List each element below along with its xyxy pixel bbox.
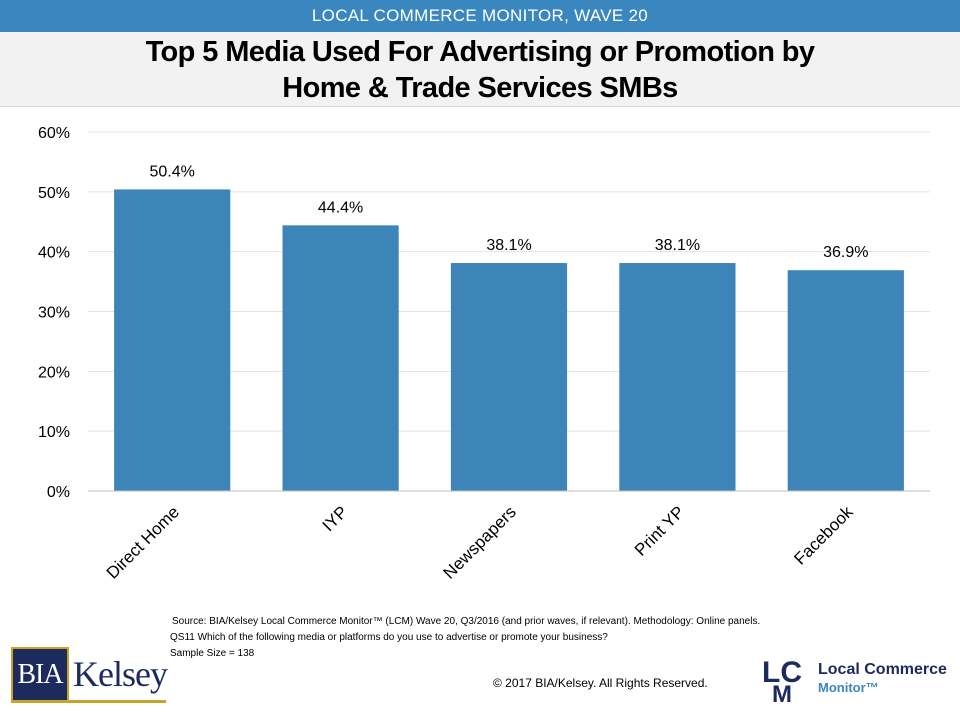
top-banner: LOCAL COMMERCE MONITOR, WAVE 20 — [0, 0, 960, 32]
copyright-text: © 2017 BIA/Kelsey. All Rights Reserved. — [493, 676, 708, 690]
bia-kelsey-logo: BIA Kelsey — [11, 647, 168, 703]
y-tick-label: 60% — [38, 125, 70, 142]
x-tick-label: IYP — [319, 502, 352, 535]
data-label: 50.4% — [150, 163, 195, 180]
data-label: 44.4% — [318, 199, 363, 216]
data-label: 38.1% — [486, 237, 531, 254]
chart-title: Top 5 Media Used For Advertising or Prom… — [0, 32, 960, 106]
data-label: 38.1% — [655, 237, 700, 254]
bars — [114, 189, 904, 491]
bar-iyp — [282, 225, 399, 491]
kelsey-wordmark: Kelsey — [73, 654, 168, 694]
data-labels: 50.4% 44.4% 38.1% 38.1% 36.9% — [150, 163, 869, 261]
y-tick-label: 40% — [38, 245, 70, 262]
x-tick-label: Facebook — [790, 502, 857, 569]
chart-title-line-2: Home & Trade Services SMBs — [282, 72, 678, 104]
title-area: Top 5 Media Used For Advertising or Prom… — [0, 32, 960, 107]
source-notes: Source: BIA/Kelsey Local Commerce Monito… — [160, 614, 940, 662]
local-commerce-monitor-logo: LC M Local Commerce Monitor™ — [762, 656, 947, 702]
source-line-1: Source: BIA/Kelsey Local Commerce Monito… — [172, 616, 761, 627]
bar-print-yp — [619, 263, 736, 491]
y-tick-label: 30% — [38, 305, 70, 322]
bar-chart: 0% 10% 20% 30% 40% 50% 60% 50.4% 44.4% 38.1% 38.1… — [38, 125, 930, 583]
source-line-3: Sample Size = 138 — [170, 648, 255, 659]
lcm-letters-l-c: LC — [762, 656, 802, 689]
bar-facebook — [787, 270, 904, 491]
lcm-line-1: Local Commerce — [818, 661, 947, 678]
x-tick-label: Newspapers — [440, 502, 520, 582]
y-tick-label: 0% — [47, 484, 70, 501]
lcm-letter-m: M — [772, 681, 792, 702]
banner-text: LOCAL COMMERCE MONITOR, WAVE 20 — [311, 6, 649, 25]
bar-direct-home — [114, 189, 231, 491]
source-line-2: QS11 Which of the following media or pla… — [170, 632, 608, 643]
bar-newspapers — [450, 263, 568, 491]
y-tick-label: 50% — [38, 185, 70, 202]
data-label: 36.9% — [823, 244, 868, 261]
bia-logo-box: BIA — [11, 647, 69, 702]
lcm-line-2: Monitor™ — [818, 680, 879, 695]
x-tick-label: Direct Home — [103, 502, 183, 582]
y-axis-tick-labels: 0% 10% 20% 30% 40% 50% 60% — [38, 125, 70, 501]
y-tick-label: 10% — [38, 424, 70, 441]
chart-title-line-1: Top 5 Media Used For Advertising or Prom… — [145, 36, 815, 68]
y-tick-label: 20% — [38, 364, 70, 381]
x-axis-tick-labels: Direct Home IYP Newspapers Print YP Facebook — [103, 502, 857, 583]
logo-underline — [11, 700, 166, 703]
x-tick-label: Print YP — [631, 502, 688, 559]
